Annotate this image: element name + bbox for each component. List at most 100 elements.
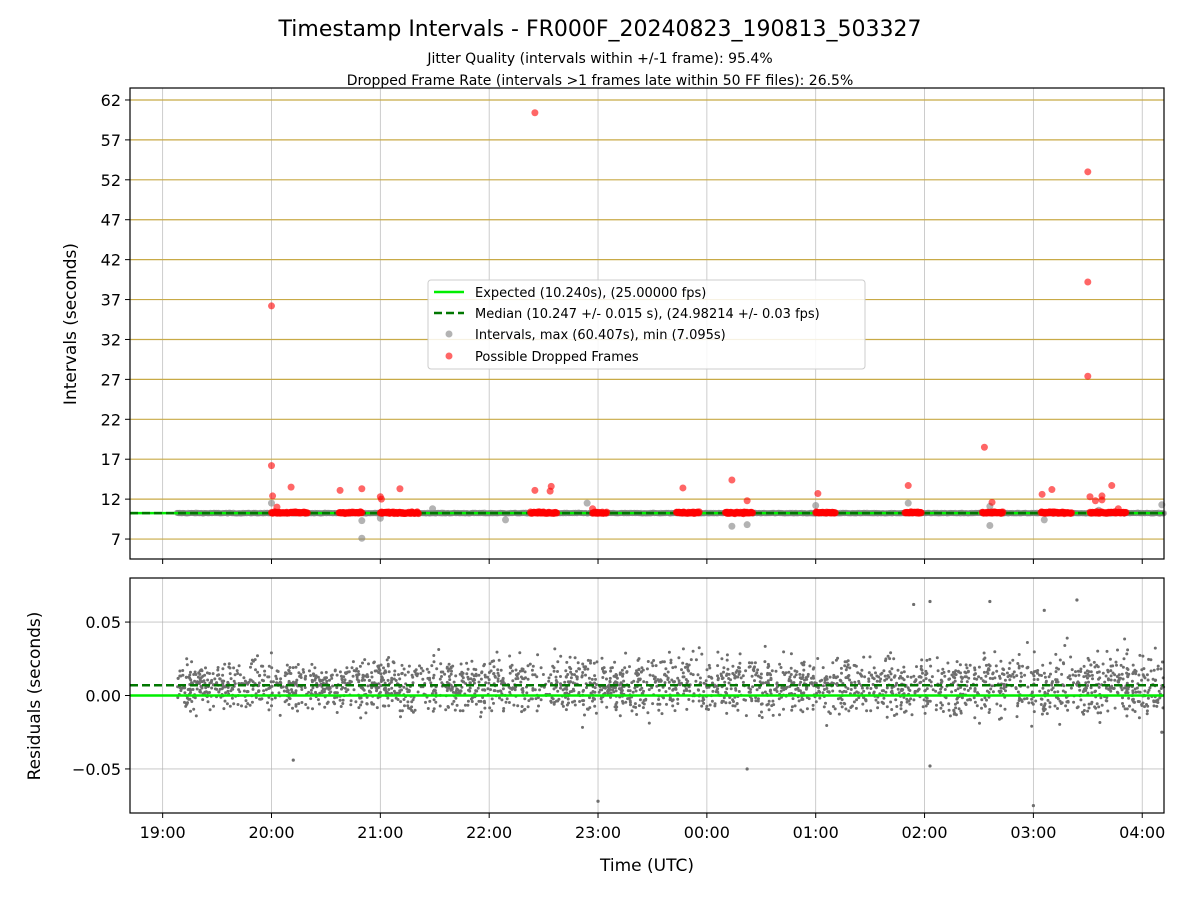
residual-point	[704, 679, 708, 683]
residual-point	[1146, 696, 1150, 700]
residual-point	[999, 659, 1003, 663]
residual-point	[593, 681, 596, 685]
residual-point	[1146, 678, 1150, 682]
residual-point	[1148, 686, 1152, 690]
residual-point	[1074, 670, 1077, 674]
residual-point	[645, 667, 649, 671]
residual-point	[1042, 671, 1046, 675]
residual-point	[1041, 707, 1045, 711]
residual-point	[247, 680, 251, 684]
dropped-frame-point	[589, 505, 597, 513]
residual-point	[745, 767, 749, 771]
residual-point	[652, 659, 656, 662]
residual-point	[1008, 674, 1012, 677]
residual-point	[699, 681, 702, 685]
residual-point	[329, 674, 333, 678]
residual-point	[194, 714, 198, 718]
residual-point	[497, 658, 501, 662]
residual-point	[512, 703, 516, 707]
residual-point	[619, 681, 623, 685]
residual-point	[915, 665, 918, 669]
residual-point	[723, 680, 727, 684]
residual-point	[889, 700, 893, 704]
residual-point	[519, 680, 523, 684]
residual-point	[845, 665, 849, 669]
residual-point	[1084, 674, 1088, 678]
residual-point	[200, 680, 204, 684]
residual-point	[636, 680, 640, 684]
residual-point	[912, 674, 916, 678]
residual-point	[358, 664, 362, 668]
residual-point	[523, 697, 527, 701]
residual-point	[1078, 688, 1082, 692]
top-y-tick-label: 27	[101, 370, 121, 389]
residual-point	[846, 663, 850, 667]
residual-point	[490, 709, 494, 713]
residual-point	[831, 661, 835, 665]
residual-point	[483, 688, 487, 692]
residual-point	[577, 691, 581, 694]
bottom-y-axis: −0.050.000.05	[72, 613, 130, 779]
residual-point	[952, 709, 956, 713]
residual-point	[223, 662, 227, 666]
residual-point	[716, 674, 719, 678]
dropped-frame-point	[287, 483, 295, 491]
dropped-frame-point	[358, 485, 366, 493]
residual-point	[657, 688, 661, 692]
residual-point	[603, 686, 607, 690]
residual-point	[183, 691, 187, 695]
residual-point	[387, 656, 391, 659]
top-y-tick-label: 42	[101, 251, 121, 270]
residual-point	[208, 691, 211, 694]
residual-point	[821, 691, 825, 695]
residual-point	[413, 669, 417, 673]
residual-point	[902, 670, 906, 674]
residual-point	[896, 668, 900, 672]
residual-point	[839, 679, 843, 683]
residual-point	[262, 689, 266, 693]
residual-point	[221, 673, 225, 677]
top-y-tick-label: 52	[101, 171, 121, 190]
residual-point	[665, 702, 668, 706]
residual-point	[883, 674, 887, 678]
residual-point	[345, 666, 349, 670]
residual-point	[1056, 690, 1060, 694]
residual-point	[939, 706, 943, 710]
residual-point	[1066, 676, 1070, 679]
residual-point	[403, 673, 407, 677]
residual-point	[1012, 670, 1016, 674]
residual-point	[897, 676, 901, 680]
residual-point	[589, 659, 592, 663]
residual-point	[613, 660, 617, 664]
residual-point	[779, 689, 783, 693]
residual-point	[390, 699, 394, 703]
residual-point	[227, 662, 231, 666]
residual-point	[372, 660, 376, 664]
residual-point	[1131, 708, 1135, 712]
residual-point	[397, 673, 400, 677]
residual-point	[998, 717, 1001, 721]
residual-point	[509, 666, 513, 670]
residual-point	[587, 676, 591, 680]
residual-point	[1115, 690, 1119, 694]
residual-point	[1134, 672, 1138, 676]
residual-point	[387, 670, 391, 674]
interval-point	[358, 534, 366, 542]
residual-point	[859, 673, 863, 677]
residual-point	[600, 688, 604, 692]
residual-point	[528, 662, 532, 666]
residual-point	[267, 664, 271, 668]
residual-point	[999, 704, 1003, 708]
residual-point	[549, 699, 553, 703]
residual-point	[782, 688, 786, 692]
residual-point	[291, 758, 295, 762]
residual-point	[968, 697, 972, 701]
residual-point	[952, 712, 956, 716]
residual-point	[474, 668, 478, 672]
residual-point	[880, 700, 884, 704]
residual-point	[869, 687, 873, 690]
residual-point	[547, 679, 551, 683]
residual-point	[964, 663, 968, 667]
residual-point	[854, 706, 858, 710]
